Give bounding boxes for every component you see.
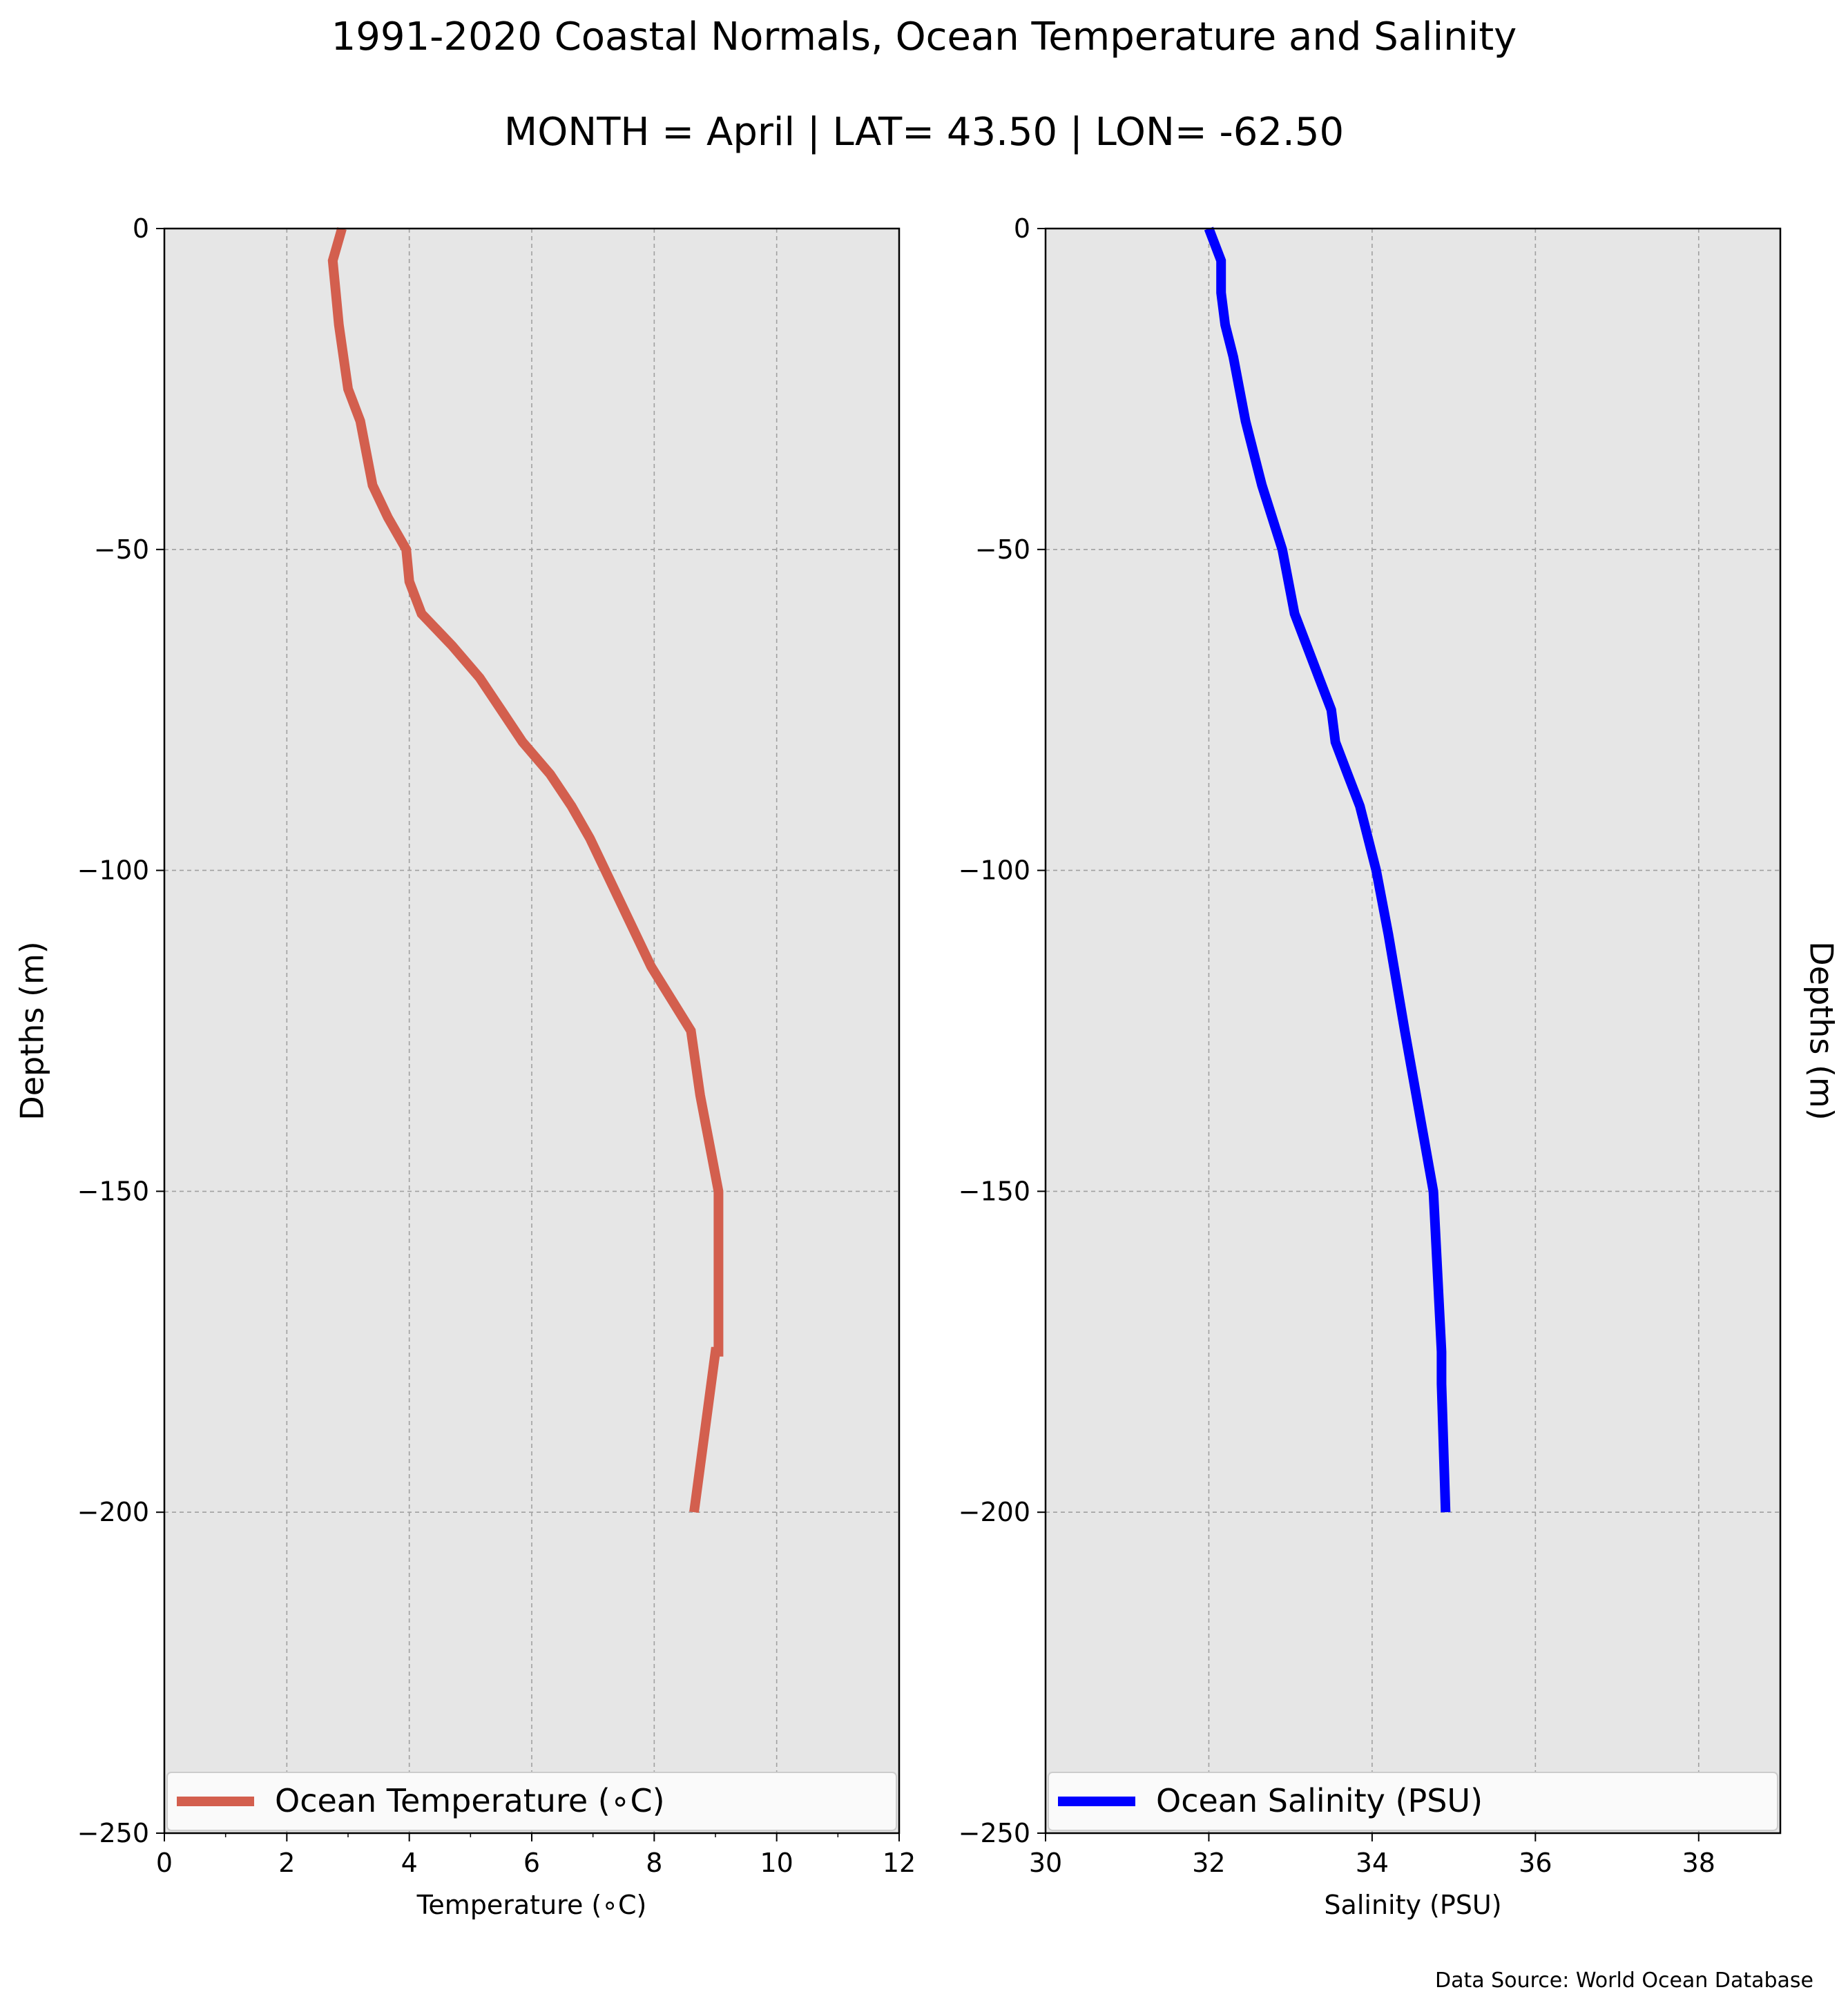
x-tick-label: 8 — [646, 1848, 662, 1878]
legend: Ocean Temperature (∘C) — [166, 1772, 897, 1831]
x-axis-label: Salinity (PSU) — [1324, 1890, 1501, 1920]
source-note: Data Source: World Ocean Database — [1435, 1968, 1813, 1993]
y-tick-label: −50 — [975, 534, 1030, 565]
x-tick-label: 32 — [1192, 1848, 1225, 1878]
y-tick-label: −50 — [94, 534, 149, 565]
legend-box — [166, 1772, 897, 1831]
series-line — [327, 227, 724, 1513]
y-tick-label: −150 — [959, 1176, 1030, 1206]
legend-box — [1048, 1772, 1778, 1831]
y-tick-label: −200 — [959, 1497, 1030, 1527]
x-axis-label: Temperature (∘C) — [416, 1890, 647, 1920]
y-tick-label: 0 — [1014, 213, 1030, 244]
y-tick-label: −150 — [77, 1176, 149, 1206]
x-tick-label: 6 — [523, 1848, 540, 1878]
plot-area — [164, 229, 899, 1833]
x-tick-label: 2 — [278, 1848, 295, 1878]
y-tick-label: −250 — [959, 1818, 1030, 1848]
figure-subtitle: MONTH = April | LAT= 43.50 | LON= -62.50 — [504, 110, 1344, 155]
x-tick-label: 30 — [1029, 1848, 1062, 1878]
legend-label: Ocean Salinity (PSU) — [1156, 1782, 1483, 1819]
y-tick-label: 0 — [133, 213, 149, 244]
y-tick-label: −100 — [959, 855, 1030, 886]
x-tick-label: 0 — [156, 1848, 173, 1878]
y-tick-label: −250 — [77, 1818, 149, 1848]
series-line — [1204, 226, 1451, 1513]
axes-frame — [163, 227, 901, 1835]
y-axis-label: Depths (m) — [14, 941, 51, 1120]
y-tick-label: −200 — [77, 1497, 149, 1527]
salinity-panel: 30 32 34 36 38 0 −50 −100 −150 −200 −250 Ocean Sali… — [959, 213, 1840, 1920]
x-tick-label: 10 — [760, 1848, 793, 1878]
plot-area — [1046, 229, 1780, 1833]
legend: Ocean Salinity (PSU) — [1048, 1772, 1778, 1831]
x-tick-label: 36 — [1519, 1848, 1552, 1878]
x-tick-label: 34 — [1356, 1848, 1389, 1878]
x-tick-label: 38 — [1682, 1848, 1715, 1878]
x-tick-label: 4 — [401, 1848, 418, 1878]
figure-title: 1991-2020 Coastal Normals, Ocean Tempera… — [331, 14, 1517, 59]
x-tick-label: 12 — [883, 1848, 916, 1878]
legend-label: Ocean Temperature (∘C) — [275, 1782, 665, 1819]
y-tick-label: −100 — [77, 855, 149, 886]
y-axis-label: Depths (m) — [1803, 941, 1840, 1120]
temperature-panel: 0 2 4 6 8 10 12 0 −50 −100 −150 −200 −250 Ocean Tempe… — [14, 213, 916, 1920]
axes-frame — [1044, 227, 1782, 1835]
